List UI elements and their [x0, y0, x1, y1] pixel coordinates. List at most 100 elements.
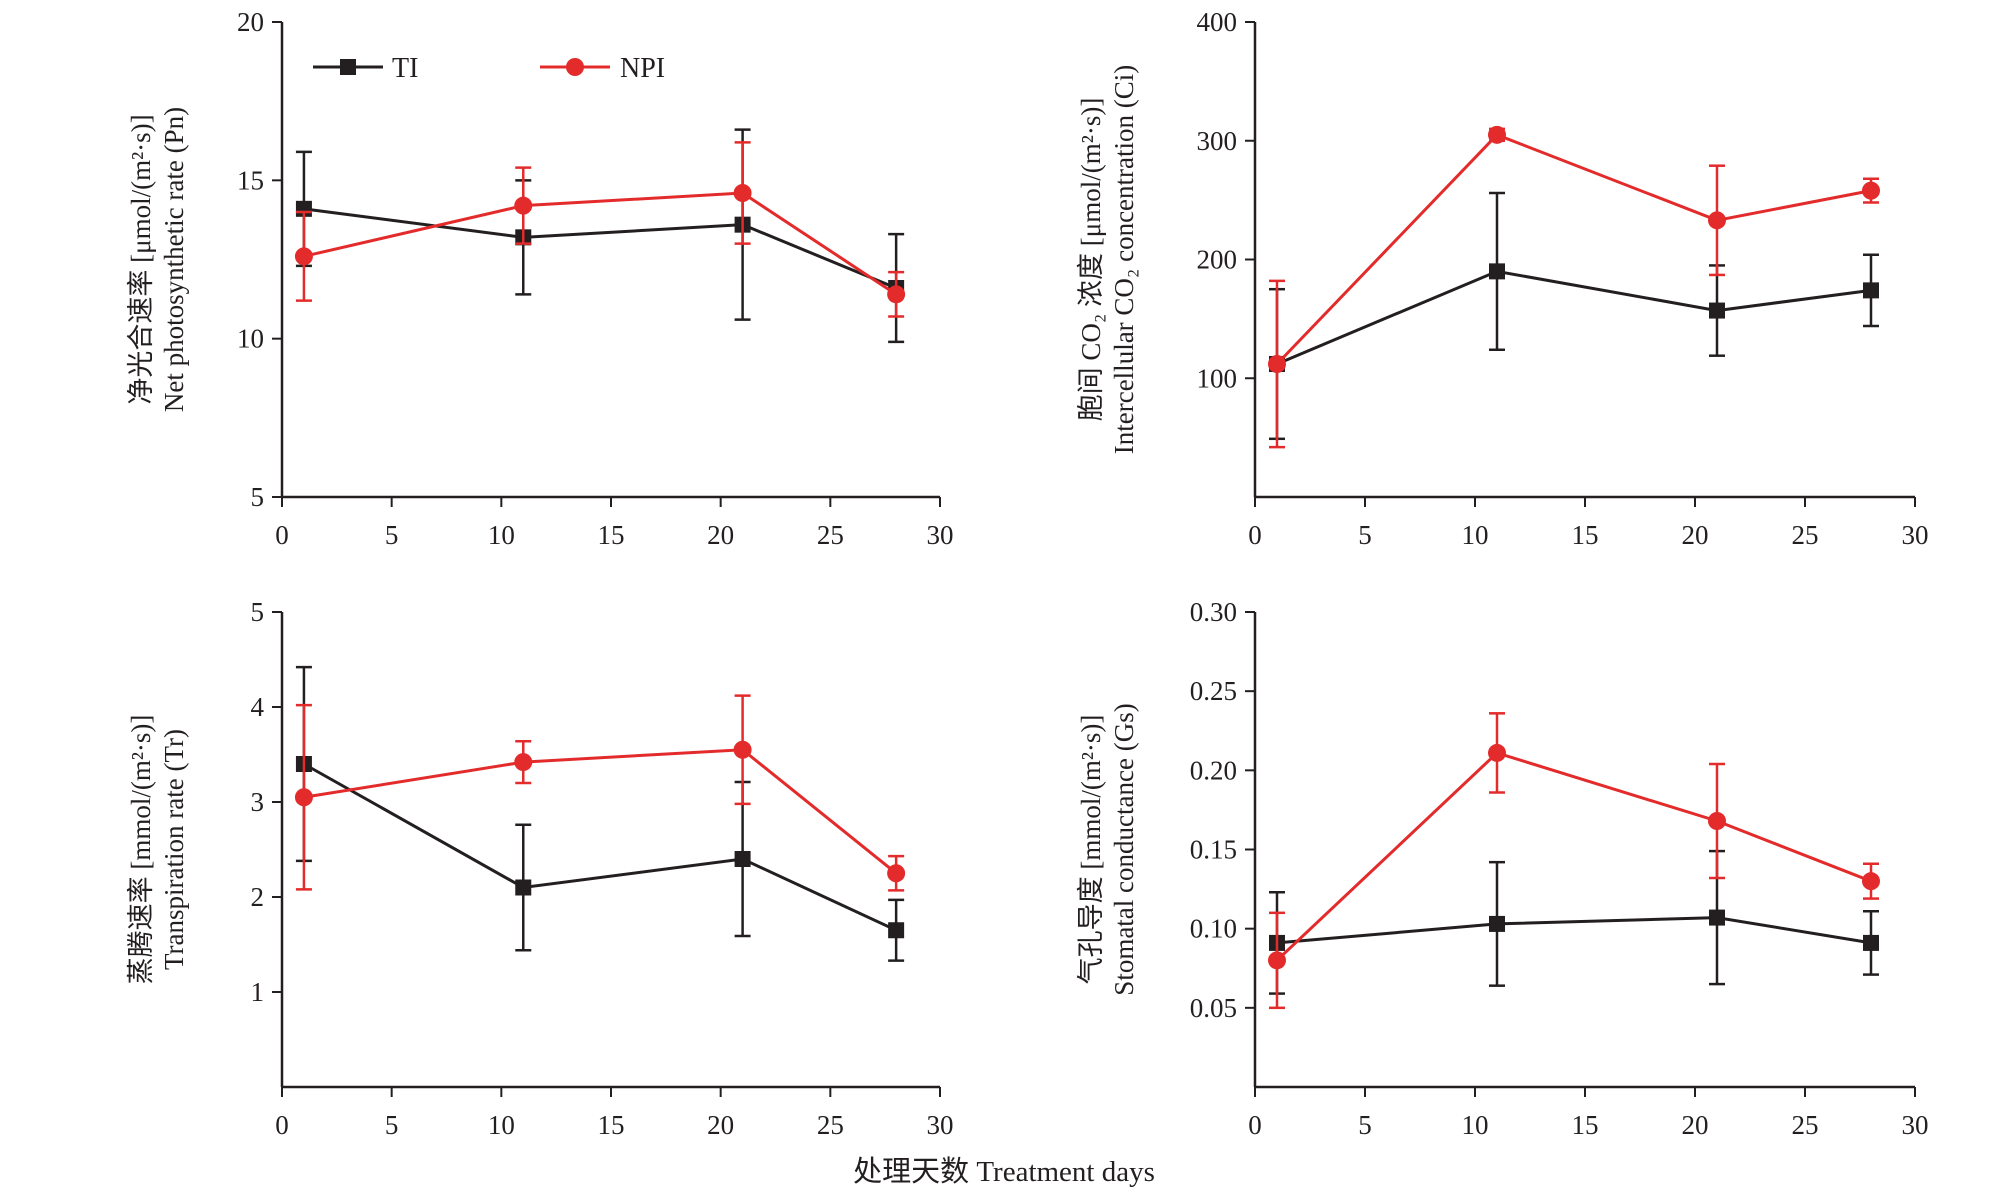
data-point-circle — [733, 184, 752, 202]
data-point-circle — [1708, 812, 1726, 830]
x-tick-label: 30 — [1902, 520, 1929, 550]
y-axis-label-en: Net photosynthetic rate (Pn) — [159, 107, 189, 412]
series-npi — [294, 141, 906, 318]
x-tick-label: 0 — [275, 1110, 289, 1140]
series-npi — [1268, 125, 1880, 449]
series-line — [1275, 751, 1872, 962]
data-point-circle — [514, 753, 533, 772]
y-tick-label: 0.25 — [1190, 676, 1237, 706]
y-axis-label-cn: 净光合速率 [μmol/(m²·s)] — [126, 114, 156, 404]
x-tick-label: 30 — [1902, 1110, 1929, 1140]
y-tick-label: 1 — [251, 977, 265, 1007]
chart-panel-3: 0 5 10 15 20 25 30 1 2 3 4 5 蒸腾速率 [mmol/(m²·s)] Trans… — [126, 597, 954, 1140]
y-axis-label-en: Intercellular CO₂ concentration (Ci) — [1109, 65, 1139, 455]
x-tick-label: 25 — [817, 520, 844, 550]
y-axis-label-cn: 胞间 CO₂ 浓度 [μmol/(m²·s)] — [1076, 98, 1106, 422]
x-tick-label: 15 — [1572, 1110, 1599, 1140]
y-tick-label: 0.10 — [1190, 914, 1237, 944]
x-tick-label: 10 — [488, 520, 515, 550]
legend-label-npi: NPI — [620, 53, 665, 84]
data-point-circle — [514, 196, 533, 215]
series-line — [303, 207, 897, 290]
series-ti — [295, 665, 905, 962]
data-point-square — [1709, 909, 1725, 926]
data-point-circle — [1268, 355, 1286, 373]
x-tick-label: 10 — [488, 1110, 515, 1140]
y-tick-label: 5 — [251, 482, 265, 512]
series-npi — [294, 694, 906, 892]
x-tick-label: 25 — [1792, 1110, 1819, 1140]
data-point-square — [1489, 263, 1505, 280]
data-point-circle — [1708, 211, 1726, 230]
data-point-circle — [294, 247, 313, 266]
x-tick-label: 5 — [1358, 1110, 1372, 1140]
y-tick-label: 0.15 — [1190, 835, 1237, 865]
y-tick-label: 4 — [251, 692, 265, 722]
x-tick-label: 10 — [1462, 520, 1489, 550]
x-tick-label: 20 — [1682, 1110, 1709, 1140]
legend-marker-npi — [566, 58, 584, 76]
y-axis-label-en: Stomatal conductance (Gs) — [1109, 703, 1139, 995]
data-point-circle — [294, 788, 313, 807]
y-tick-label: 0.05 — [1190, 993, 1237, 1023]
data-point-square — [1709, 302, 1725, 319]
data-point-circle — [1488, 743, 1506, 762]
x-tick-label: 0 — [275, 520, 289, 550]
legend-label-ti: TI — [392, 53, 418, 84]
series-line — [303, 748, 898, 875]
y-tick-label: 3 — [251, 787, 265, 817]
x-tick-label: 5 — [385, 1110, 399, 1140]
data-point-circle — [1268, 951, 1286, 970]
data-point-square — [515, 879, 532, 896]
series-ti — [1269, 849, 1879, 995]
x-tick-label: 25 — [817, 1110, 844, 1140]
data-point-circle — [1862, 872, 1880, 891]
series-line — [303, 191, 897, 296]
x-tick-label: 15 — [598, 520, 625, 550]
x-tick-label: 25 — [1792, 520, 1819, 550]
x-tick-label: 15 — [1572, 520, 1599, 550]
data-point-circle — [887, 285, 906, 304]
x-tick-label: 5 — [1358, 520, 1372, 550]
y-axis-label-en: Transpiration rate (Tr) — [159, 729, 189, 970]
series-npi — [1268, 712, 1880, 1010]
series-line — [1275, 133, 1872, 366]
data-point-square — [1863, 282, 1879, 299]
y-tick-label: 300 — [1197, 126, 1238, 156]
y-tick-label: 0.30 — [1190, 597, 1237, 627]
data-point-circle — [1862, 181, 1880, 200]
series-line — [1276, 916, 1872, 945]
x-tick-label: 5 — [385, 520, 399, 550]
y-tick-label: 5 — [251, 597, 265, 627]
x-tick-label: 20 — [1682, 520, 1709, 550]
chart-panel-4: 0 5 10 15 20 25 30 0.05 0.10 0.15 0.20 0.25 0.30 气孔导度… — [1076, 597, 1929, 1140]
x-tick-label: 20 — [707, 520, 734, 550]
y-tick-label: 400 — [1197, 7, 1238, 37]
data-point-circle — [1488, 125, 1506, 144]
series-line — [1276, 269, 1872, 366]
x-tick-label: 0 — [1248, 1110, 1262, 1140]
data-point-square — [734, 851, 751, 867]
y-axis-label-cn: 蒸腾速率 [mmol/(m²·s)] — [126, 715, 156, 985]
y-tick-label: 100 — [1197, 363, 1238, 393]
y-tick-label: 15 — [237, 165, 264, 195]
data-point-square — [888, 922, 905, 939]
x-tick-label: 20 — [707, 1110, 734, 1140]
y-axis-label-cn: 气孔导度 [mmol/(m²·s)] — [1076, 715, 1106, 985]
common-x-axis-label: 处理天数 Treatment days — [853, 1155, 1155, 1188]
y-tick-label: 0.20 — [1190, 755, 1237, 785]
legend-marker-ti — [340, 59, 356, 75]
x-tick-label: 30 — [927, 520, 954, 550]
data-point-circle — [733, 740, 752, 759]
series-line — [303, 762, 897, 932]
series-ti — [1269, 191, 1879, 441]
chart-panel-2: 0 5 10 15 20 25 30 100 200 300 400 胞间 CO₂ 浓度 [μmol/… — [1076, 7, 1929, 550]
x-tick-label: 10 — [1462, 1110, 1489, 1140]
y-tick-label: 2 — [251, 882, 265, 912]
legend: TI NPI — [313, 53, 665, 84]
x-tick-label: 0 — [1248, 520, 1262, 550]
y-tick-label: 10 — [237, 324, 264, 354]
data-point-circle — [887, 864, 906, 883]
